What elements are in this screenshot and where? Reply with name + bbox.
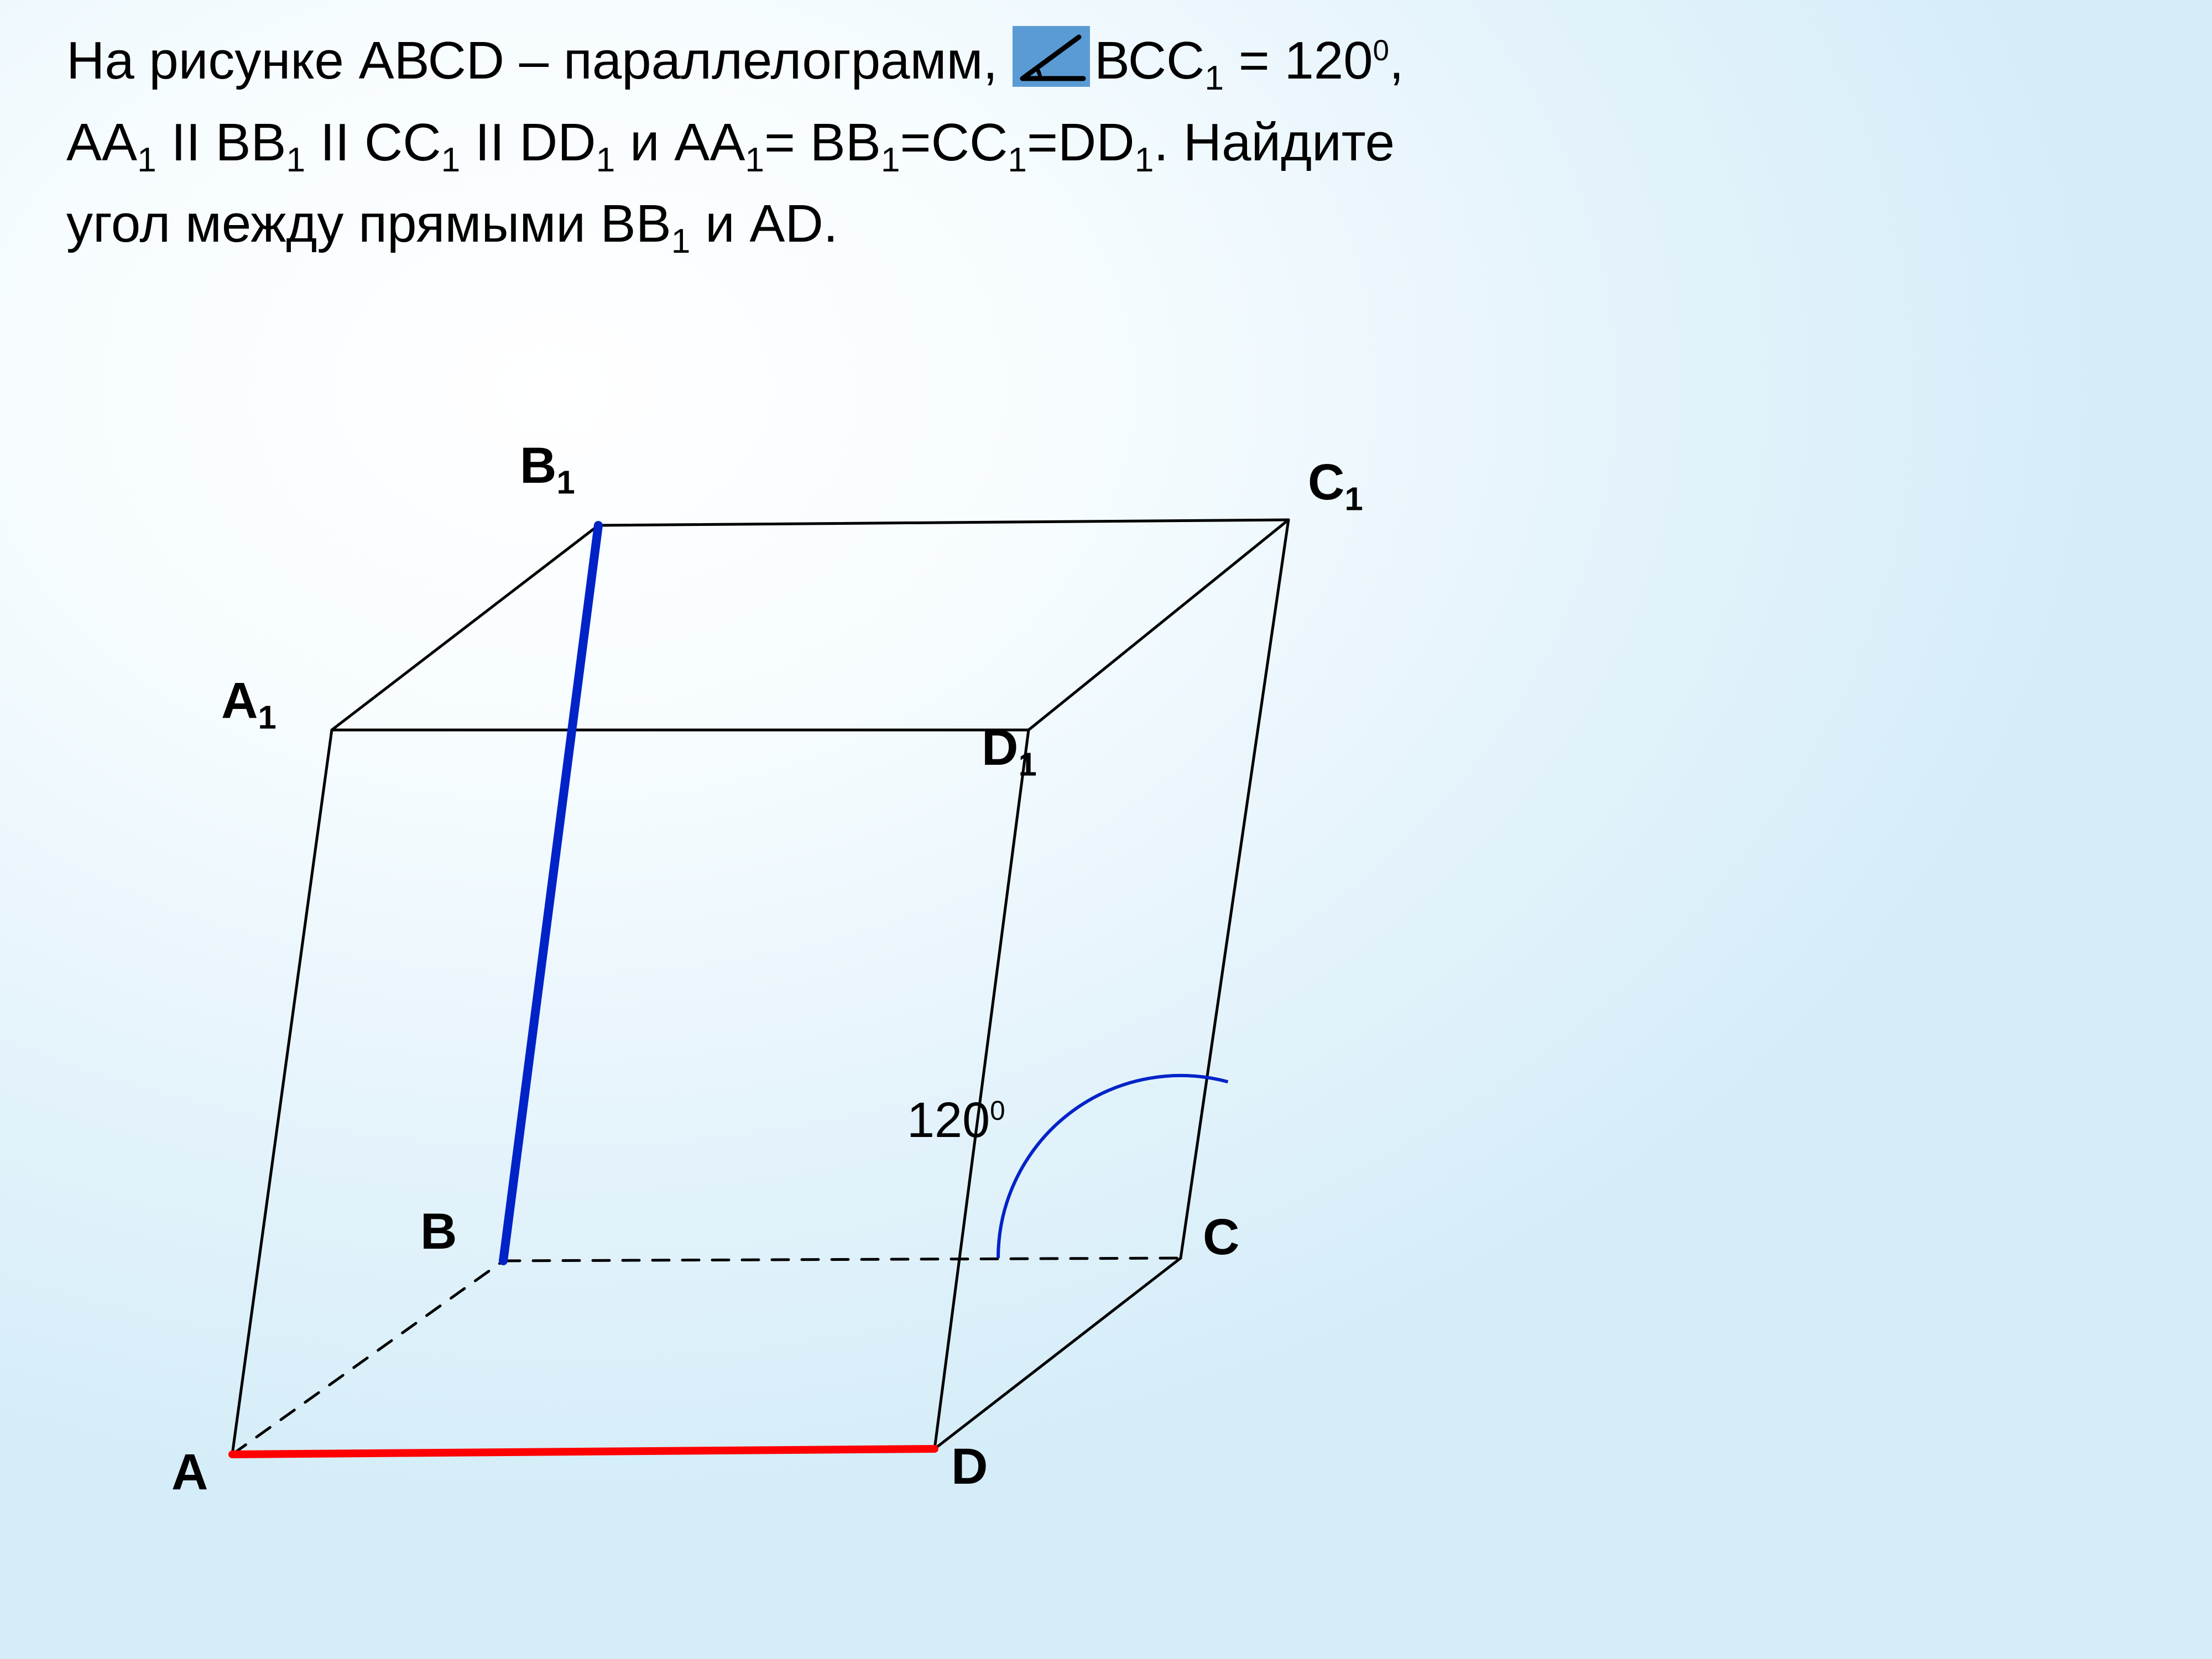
- vertex-label-B1: В1: [520, 437, 575, 501]
- subscript: 1: [671, 223, 691, 261]
- subscript: 1: [596, 141, 615, 179]
- vertex-label-B: В: [420, 1203, 457, 1261]
- superscript: 0: [1373, 34, 1389, 67]
- subscript: 1: [1008, 141, 1027, 179]
- text-fragment: На рисунке АВСD – параллелограмм,: [66, 31, 1013, 90]
- subscript: 1: [441, 141, 461, 179]
- text-fragment: и АD.: [690, 194, 838, 253]
- problem-line-1: На рисунке АВСD – параллелограмм, ВСС1 =…: [66, 22, 2112, 104]
- subscript: 1: [286, 141, 306, 179]
- problem-statement: На рисунке АВСD – параллелограмм, ВСС1 =…: [66, 22, 2112, 267]
- vertex-label-C1: С1: [1308, 453, 1363, 518]
- vertex-label-D1: D1: [982, 719, 1037, 783]
- text-fragment: и АА: [615, 113, 745, 172]
- text-fragment: = 120: [1224, 31, 1373, 90]
- subscript: 1: [1204, 59, 1224, 97]
- text-fragment: ВСС: [1094, 31, 1205, 90]
- text-fragment: II ВВ: [156, 113, 286, 172]
- angle-value-degree: 0: [990, 1095, 1005, 1126]
- angle-value-label: 1200: [907, 1092, 1005, 1149]
- text-fragment: II DD: [460, 113, 596, 172]
- text-fragment: =DD: [1027, 113, 1135, 172]
- text-fragment: =CC: [900, 113, 1008, 172]
- problem-line-3: угол между прямыми ВВ1 и АD.: [66, 185, 2112, 267]
- subscript: 1: [745, 141, 764, 179]
- angle-value-number: 120: [907, 1093, 990, 1148]
- angle-icon: [1013, 26, 1090, 87]
- vertex-label-A1: А1: [221, 672, 276, 736]
- problem-line-2: АА1 II ВВ1 II CC1 II DD1 и АА1= ВВ1=CC1=…: [66, 104, 2112, 186]
- vertex-label-C: С: [1203, 1208, 1239, 1266]
- slide: На рисунке АВСD – параллелограмм, ВСС1 =…: [0, 0, 2212, 1659]
- vertex-label-A: А: [171, 1443, 208, 1501]
- text-fragment: ,: [1389, 31, 1404, 90]
- text-fragment: АА: [66, 113, 137, 172]
- text-fragment: . Найдите: [1154, 113, 1395, 172]
- subscript: 1: [1135, 141, 1154, 179]
- subscript: 1: [137, 141, 156, 179]
- text-fragment: угол между прямыми ВВ: [66, 194, 671, 253]
- vertex-label-D: D: [951, 1438, 988, 1496]
- text-fragment: = ВВ: [764, 113, 881, 172]
- text-fragment: II CC: [305, 113, 441, 172]
- subscript: 1: [881, 141, 900, 179]
